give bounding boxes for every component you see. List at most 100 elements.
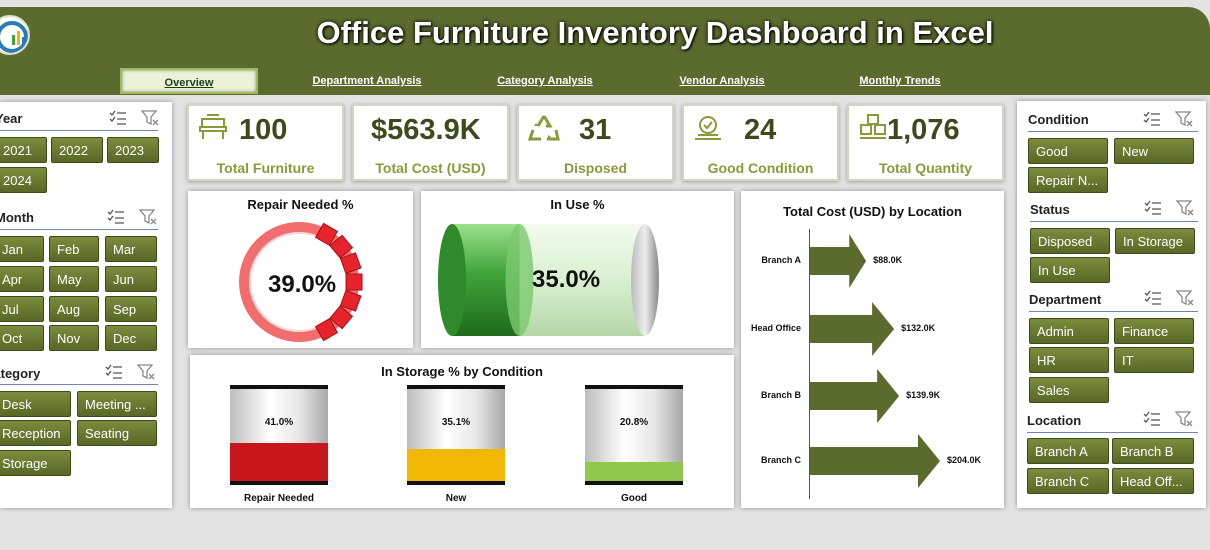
slicer-title-status: Status [1030,202,1070,217]
kpi-label: Disposed [563,160,627,176]
kpi-total-cost: $563.9K Total Cost (USD) [352,104,509,181]
storage-bar-category: Good [620,493,648,504]
category-reception-button[interactable]: Reception [0,420,71,446]
dashboard-logo [0,15,30,55]
location-arrow-bar [810,434,940,488]
month-feb-button[interactable]: Feb [49,236,99,262]
year-2022-button[interactable]: 2022 [51,137,103,163]
multi-select-icon[interactable] [1144,290,1162,306]
slicer-title-condition: Condition [1028,112,1089,127]
multi-select-icon[interactable] [109,110,127,126]
department-sales-button[interactable]: Sales [1029,377,1109,403]
category-desk-button[interactable]: Desk [0,391,71,417]
year-2024-button[interactable]: 2024 [0,167,47,193]
clear-filter-icon[interactable] [1175,411,1193,427]
slicer-title-month: Month [0,210,34,225]
location-branch-b-button[interactable]: Branch B [1112,438,1194,464]
tab-department-analysis[interactable]: Department Analysis [312,75,422,87]
storage-bar-fill [230,443,328,481]
clear-filter-icon[interactable] [1176,200,1194,216]
month-dec-button[interactable]: Dec [105,325,157,351]
clear-filter-icon[interactable] [137,364,155,380]
kpi-disposed: 31 Disposed [517,104,674,181]
year-2023-button[interactable]: 2023 [107,137,159,163]
cost-by-location-panel: Total Cost (USD) by Location Branch A $88… [741,191,1004,508]
year-2021-button[interactable]: 2021 [0,137,47,163]
repair-needed-panel: Repair Needed % 39.0% [188,191,413,348]
slicer-title-location: Location [1027,413,1082,428]
gauge-segment [339,289,362,312]
location-value-label: $88.0K [873,255,903,265]
storage-bar-value: 41.0% [264,417,294,428]
location-arrow-bar [810,369,900,423]
chart-title: Total Cost (USD) by Location [783,204,962,219]
multi-select-icon[interactable] [1144,200,1162,216]
location-value-label: $132.0K [901,323,936,333]
kpi-value: 31 [579,114,612,146]
storage-bar [230,385,328,485]
clear-filter-icon[interactable] [1175,111,1193,127]
department-admin-button[interactable]: Admin [1029,318,1109,344]
gauge-segment [314,318,339,342]
kpi-label: Good Condition [707,160,814,176]
month-jan-button[interactable]: Jan [0,236,44,262]
chart-title: In Storage % by Condition [381,364,543,379]
storage-bar [407,385,505,485]
tab-category-analysis[interactable]: Category Analysis [497,75,593,87]
gauge-segment [345,273,363,291]
status-disposed-button[interactable]: Disposed [1030,228,1110,254]
clear-filter-icon[interactable] [1176,290,1194,306]
category-meeting-button[interactable]: Meeting ... [77,391,157,417]
right-slicer-panel: Condition Good New Repair N... Status Di… [1017,101,1206,508]
month-jul-button[interactable]: Jul [0,296,44,322]
clear-filter-icon[interactable] [141,110,159,126]
condition-good-button[interactable]: Good [1028,138,1108,164]
department-hr-button[interactable]: HR [1029,347,1109,373]
category-storage-button[interactable]: Storage [0,450,71,476]
tab-vendor-analysis[interactable]: Vendor Analysis [679,75,765,87]
multi-select-icon[interactable] [107,209,125,225]
department-it-button[interactable]: IT [1114,347,1194,373]
multi-select-icon[interactable] [1143,111,1161,127]
left-slicer-panel: Year 2021 2022 2023 2024 Month Jan Feb M… [0,102,172,508]
status-in-use-button[interactable]: In Use [1030,257,1110,283]
month-oct-button[interactable]: Oct [0,325,44,351]
location-branch-c-button[interactable]: Branch C [1027,468,1109,494]
location-category-label: Branch A [761,255,801,265]
gauge-segment [339,252,362,275]
slicer-title-department: Department [1029,292,1102,307]
multi-select-icon[interactable] [1143,411,1161,427]
condition-new-button[interactable]: New [1114,138,1194,164]
month-may-button[interactable]: May [49,266,99,292]
condition-repair-button[interactable]: Repair N... [1028,167,1108,193]
storage-bar-value: 20.8% [619,417,649,428]
month-nov-button[interactable]: Nov [49,325,99,351]
in-use-cylinder [438,224,659,336]
month-mar-button[interactable]: Mar [105,236,157,262]
month-sep-button[interactable]: Sep [105,296,157,322]
slicer-title-year: Year [0,111,23,126]
page-title: Office Furniture Inventory Dashboard in … [316,15,994,50]
chart-axis [809,229,810,499]
multi-select-icon[interactable] [105,364,123,380]
status-in-storage-button[interactable]: In Storage [1115,228,1195,254]
gauge-segment [314,222,339,246]
location-category-label: Head Office [750,323,801,333]
in-use-panel: In Use % 35.0% [421,191,734,348]
location-branch-a-button[interactable]: Branch A [1027,438,1109,464]
in-storage-panel: In Storage % by Condition 41.0% Repair Ne… [190,355,734,508]
month-jun-button[interactable]: Jun [105,266,157,292]
kpi-total-furniture: 100 Total Furniture [187,104,344,181]
location-head-office-button[interactable]: Head Off... [1112,468,1194,494]
in-use-value-label: 35.0% [532,266,601,293]
tab-monthly-trends[interactable]: Monthly Trends [859,75,941,87]
gauge-segment [329,234,354,259]
month-aug-button[interactable]: Aug [49,296,99,322]
location-category-label: Branch C [760,455,801,465]
category-seating-button[interactable]: Seating [77,420,157,446]
clear-filter-icon[interactable] [139,209,157,225]
month-apr-button[interactable]: Apr [0,266,44,292]
gauge-value-label: 39.0% [268,271,337,298]
tab-overview[interactable]: Overview [120,68,258,94]
department-finance-button[interactable]: Finance [1114,318,1194,344]
